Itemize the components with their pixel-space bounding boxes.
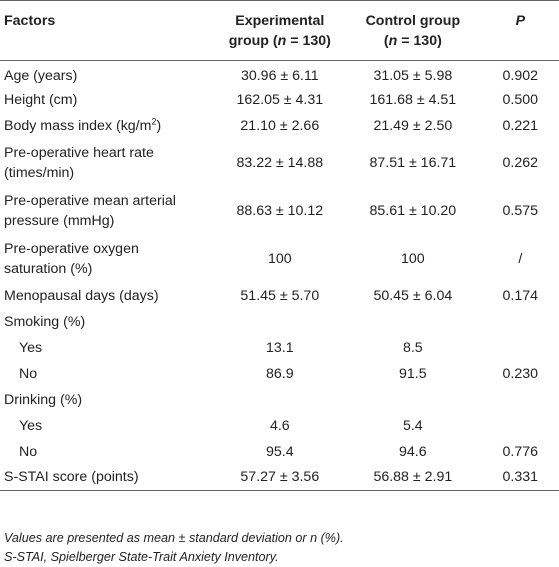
characteristics-table: Factors Experimental group (n = 130) Con… [0,0,559,491]
table-row: Smoking (%) [0,309,559,335]
table-row: Body mass index (kg/m2) 21.10 ± 2.66 21.… [0,113,559,139]
table-row: Pre-operative mean arterial pressure (mmH… [0,187,559,235]
row-experimental-value: 95.4 [266,443,294,460]
table-header-row: Factors Experimental group (n = 130) Con… [0,0,559,61]
row-control-value: 94.6 [399,443,427,460]
header-experimental-line1: Experimental [235,12,325,29]
row-control-value: 21.49 ± 2.50 [373,117,453,134]
row-control-value: 100 [401,250,425,267]
row-control-value: 50.45 ± 6.04 [373,287,453,304]
row-factor: Smoking (%) [4,313,86,330]
row-experimental-value: 162.05 ± 4.31 [236,91,324,108]
table-row: No 86.9 91.5 0.230 [0,361,559,387]
row-factor: No [19,443,38,460]
row-p-value [482,335,559,361]
row-control-value: 161.68 ± 4.51 [369,91,457,108]
row-control-value: 31.05 ± 5.98 [373,67,453,84]
header-experimental-line2: group (n = 130) [228,32,331,49]
row-control-value: 5.4 [402,417,423,434]
row-factor: Pre-operative oxygen saturation (%) [4,240,139,277]
table-row: Pre-operative heart rate (times/min) 83.2… [0,139,559,187]
table-row: Height (cm) 162.05 ± 4.31 161.68 ± 4.51 … [0,87,559,113]
table-row: Age (years) 30.96 ± 6.11 31.05 ± 5.98 0.… [0,61,559,87]
row-p-value [482,387,559,413]
row-factor: S-STAI score (points) [4,469,139,486]
row-p-value: 0.174 [502,287,539,304]
row-p-value: 0.500 [502,91,539,108]
row-factor: Age (years) [4,67,78,84]
row-control-value: 87.51 ± 16.71 [369,154,457,171]
header-factors: Factors [4,13,56,29]
row-experimental-value [216,387,345,413]
row-factor: No [19,365,38,382]
row-p-value: 0.575 [502,202,539,219]
row-experimental-value: 30.96 ± 6.11 [240,67,319,84]
row-experimental-value: 100 [267,250,292,267]
row-control-value [344,387,482,413]
footnote-values: Values are presented as mean ± standard … [4,531,344,545]
table-row: Menopausal days (days) 51.45 ± 5.70 50.4… [0,283,559,309]
row-factor: Height (cm) [4,91,78,108]
row-factor: Menopausal days (days) [4,287,159,304]
row-p-value [482,309,559,335]
table-row: Pre-operative oxygen saturation (%) 100 1… [0,235,559,283]
row-experimental-value: 51.45 ± 5.70 [240,287,320,304]
row-experimental-value: 21.10 ± 2.66 [240,117,320,134]
row-experimental-value: 57.27 ± 3.56 [240,469,320,486]
header-p-value: P [515,13,526,29]
table-row: Yes 4.6 5.4 [0,413,559,439]
table-row: No 95.4 94.6 0.776 [0,439,559,465]
row-p-value: 0.776 [502,443,539,460]
header-control-line2: (n = 130) [383,32,442,49]
header-control-group: Control group (n = 130) [344,1,482,61]
header-experimental-group: Experimental group (n = 130) [216,1,345,61]
table-row: Yes 13.1 8.5 [0,335,559,361]
row-control-value: 8.5 [402,339,423,356]
row-p-value: / [518,250,523,267]
row-control-value [344,309,482,335]
row-p-value: 0.221 [502,117,539,134]
table-row: S-STAI score (points) 57.27 ± 3.56 56.88… [0,465,559,491]
row-factor: Yes [19,417,43,434]
row-control-value: 91.5 [399,365,427,382]
row-factor: Pre-operative mean arterial pressure (mmH… [4,192,176,229]
row-experimental-value: 88.63 ± 10.12 [236,202,324,219]
row-experimental-value: 83.22 ± 14.88 [236,154,324,171]
row-factor: Yes [19,339,43,356]
row-experimental-value [216,309,345,335]
row-experimental-value: 86.9 [266,365,294,382]
header-control-line1: Control group [365,12,461,29]
row-experimental-value: 4.6 [269,417,290,434]
row-factor: Pre-operative heart rate (times/min) [4,144,154,181]
row-control-value: 56.88 ± 2.91 [373,469,453,486]
row-experimental-value: 13.1 [266,339,294,356]
row-p-value: 0.902 [502,67,539,84]
footnote-abbreviation: S-STAI, Spielberger State-Trait Anxiety … [4,550,279,564]
row-p-value [482,413,559,439]
row-factor: Drinking (%) [4,391,83,408]
row-p-value: 0.230 [502,365,539,382]
row-p-value: 0.331 [502,469,539,486]
row-factor: Body mass index (kg/m2) [4,115,162,134]
row-p-value: 0.262 [502,154,539,171]
row-control-value: 85.61 ± 10.20 [369,202,457,219]
table-footnotes: Values are presented as mean ± standard … [4,529,344,567]
table-row: Drinking (%) [0,387,559,413]
